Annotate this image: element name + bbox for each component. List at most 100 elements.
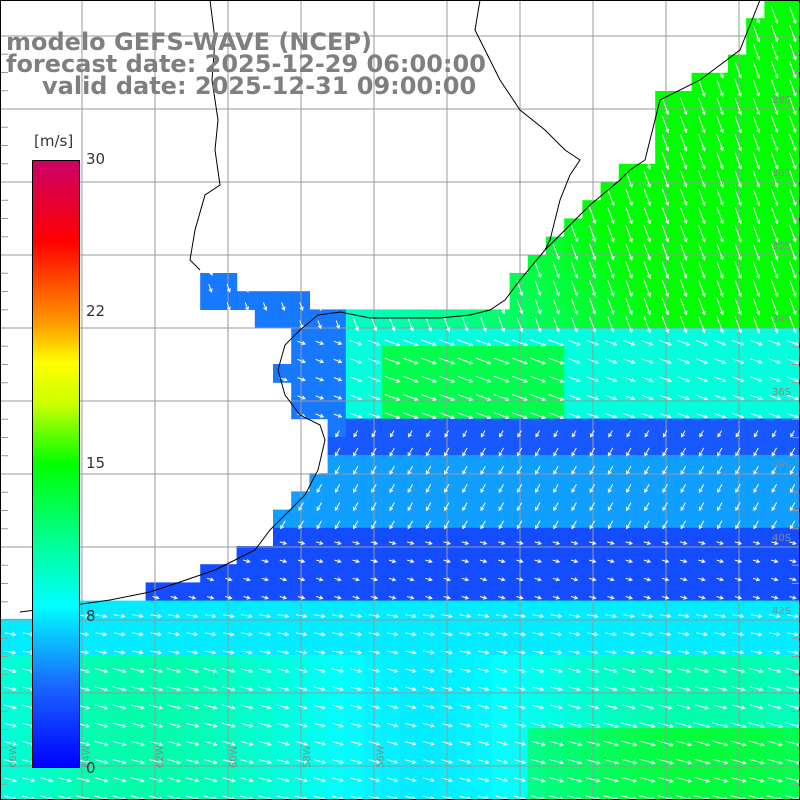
wind-arrow <box>789 577 797 582</box>
wind-arrow <box>314 650 326 655</box>
wind-arrow <box>552 298 560 315</box>
wind-arrow <box>277 668 290 674</box>
wind-arrow <box>748 722 765 729</box>
lat-label: 30S <box>772 168 791 179</box>
wind-arrow <box>548 777 565 783</box>
wind-arrow <box>368 686 381 692</box>
wind-arrow <box>571 430 577 438</box>
wind-arrow <box>297 358 306 364</box>
colorbar-tick-8: 8 <box>86 607 96 625</box>
wind-arrow <box>734 261 742 279</box>
wind-arrow <box>568 340 581 346</box>
wind-arrow <box>696 613 708 619</box>
wind-arrow <box>512 412 528 420</box>
wind-arrow <box>713 340 727 346</box>
wind-arrow <box>316 595 324 600</box>
wind-arrow <box>168 613 181 619</box>
wind-arrow <box>678 632 690 637</box>
wind-arrow <box>315 340 325 345</box>
wind-arrow <box>698 279 706 298</box>
wind-arrow <box>368 704 381 710</box>
wind-arrow <box>277 777 290 783</box>
wind-arrow <box>661 297 670 316</box>
wind-arrow <box>752 115 761 134</box>
wind-arrow <box>493 339 510 347</box>
wind-arrow <box>423 613 435 619</box>
wind-arrow <box>622 358 636 364</box>
wind-arrow <box>621 740 638 747</box>
wind-arrow <box>386 704 399 710</box>
wind-arrow <box>731 668 746 674</box>
wind-arrow <box>752 316 761 334</box>
wind-arrow <box>480 520 486 530</box>
wind-arrow <box>731 686 746 692</box>
wind-arrow <box>734 279 742 298</box>
wind-arrow <box>258 704 272 710</box>
wind-arrow <box>134 595 142 600</box>
wind-arrow <box>713 394 727 401</box>
wind-arrow <box>548 394 565 401</box>
wind-arrow <box>40 777 54 783</box>
wind-arrow <box>279 577 288 582</box>
wind-arrow <box>462 430 468 438</box>
wind-arrow <box>789 24 797 43</box>
wind-arrow <box>734 225 742 243</box>
wind-arrow <box>389 318 396 332</box>
wind-arrow <box>659 613 672 619</box>
wind-arrow <box>659 358 672 364</box>
wind-arrow <box>331 668 345 673</box>
wind-arrow <box>4 632 17 637</box>
wind-arrow <box>370 595 379 600</box>
wind-arrow <box>334 540 342 545</box>
wind-arrow <box>711 758 729 765</box>
wind-arrow <box>368 650 381 655</box>
wind-arrow <box>441 777 454 783</box>
wind-arrow <box>714 650 727 655</box>
wind-arrow <box>644 465 650 475</box>
wind-arrow <box>770 115 779 134</box>
wind-arrow <box>130 777 145 783</box>
lon-label: 62W <box>155 745 166 768</box>
wind-arrow <box>625 298 633 316</box>
wind-arrow <box>716 206 724 225</box>
wind-arrow <box>680 465 687 475</box>
wind-arrow <box>698 540 706 545</box>
wind-arrow <box>730 722 747 729</box>
wind-arrow <box>535 465 541 475</box>
wind-arrow <box>696 650 708 655</box>
wind-arrow <box>168 632 181 637</box>
wind-arrow <box>408 430 413 438</box>
wind-arrow <box>550 668 563 674</box>
wind-arrow <box>735 447 741 457</box>
wind-arrow <box>516 577 524 582</box>
wind-arrow <box>602 740 620 747</box>
wind-arrow <box>657 740 674 747</box>
wind-arrow <box>349 394 363 401</box>
wind-arrow <box>76 777 91 783</box>
wind-arrow <box>771 502 778 512</box>
wind-arrow <box>58 777 72 783</box>
wind-arrow <box>148 759 164 765</box>
wind-arrow <box>461 540 470 545</box>
wind-arrow <box>480 447 486 457</box>
wind-arrow <box>315 395 325 400</box>
wind-arrow <box>331 704 345 710</box>
wind-arrow <box>295 759 308 765</box>
wind-arrow <box>625 261 633 279</box>
wind-arrow <box>423 759 435 764</box>
wind-arrow <box>661 595 670 600</box>
wind-arrow <box>513 741 527 746</box>
wind-arrow <box>677 412 691 419</box>
wind-arrow <box>203 740 218 746</box>
wind-arrow <box>457 412 474 420</box>
wind-arrow <box>479 559 488 564</box>
colorbar <box>32 160 80 768</box>
wind-arrow <box>604 340 618 346</box>
wind-arrow <box>589 316 597 333</box>
wind-arrow <box>698 520 705 530</box>
wind-arrow <box>679 316 688 334</box>
wind-arrow <box>752 6 761 25</box>
wind-arrow <box>402 412 419 420</box>
wind-arrow <box>244 284 249 293</box>
wind-arrow <box>130 668 145 674</box>
